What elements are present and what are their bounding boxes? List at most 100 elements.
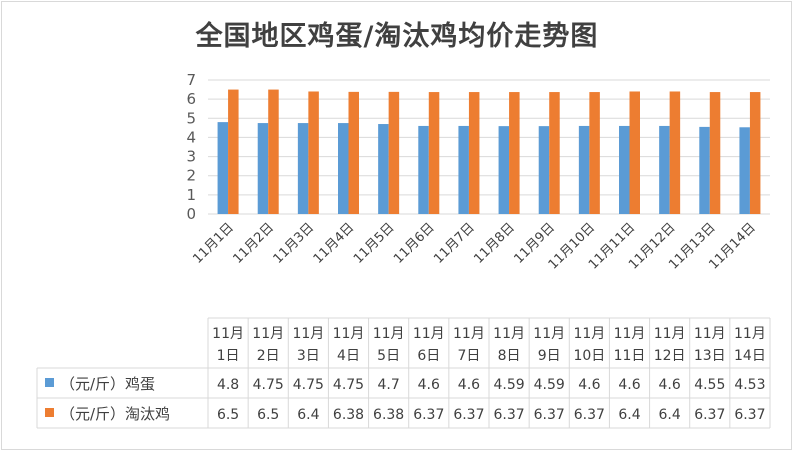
table-header-line1: 11月 [533,326,565,342]
table-header-line1: 11月 [373,326,405,342]
x-tick-label: 11月1日 [190,220,237,267]
bar-egg [659,125,670,214]
table-cell-value: 6.37 [493,407,524,423]
bar-hen [268,89,279,214]
bar-egg [297,123,309,214]
table-cell-value: 4.75 [293,377,324,393]
bar-egg [538,126,550,214]
table-cell-value: 6.5 [217,407,239,423]
table-cell-value: 4.59 [493,377,524,393]
table-cell-value: 4.55 [694,377,725,393]
table-header-line2: 10日 [573,348,605,364]
table-header-line2: 12日 [654,348,686,364]
bar-hen [348,91,359,214]
table-cell-value: 4.6 [458,377,480,393]
table-header-line1: 11月 [573,326,605,342]
table-cell-value: 4.8 [217,377,239,393]
bar-egg [257,123,269,214]
bar-hen [589,92,600,214]
table-header-line1: 11月 [333,326,365,342]
bar-hen [468,92,480,214]
table-cell-value: 4.6 [618,377,640,393]
x-tick-label: 11月3日 [271,220,318,267]
table-cell-value: 4.75 [333,377,364,393]
table-cell-value: 6.37 [694,407,725,423]
table-header-line1: 11月 [614,326,646,342]
bar-egg [739,127,750,214]
x-tick-label: 11月5日 [351,220,398,267]
table-cell-value: 4.6 [578,377,600,393]
legend-label: （元/斤）淘汰鸡 [60,405,170,423]
table-header-line2: 7日 [457,348,480,364]
table-header-line2: 14日 [734,348,766,364]
table-header-line2: 4日 [337,348,360,364]
table-header-line1: 11月 [413,326,445,342]
table-header-line1: 11月 [252,326,284,342]
bar-egg [699,126,710,214]
table-cell-value: 6.37 [413,407,444,423]
bar-hen [709,92,721,214]
table-header-line2: 13日 [694,348,726,364]
table-cell-value: 6.4 [618,407,640,423]
table-cell-value: 6.38 [333,407,364,423]
legend-label: （元/斤）鸡蛋 [60,375,155,393]
x-tick-label: 11月2日 [230,220,277,267]
table-cell-value: 6.38 [373,407,404,423]
x-tick-label: 11月7日 [431,220,478,267]
table-cell-value: 4.6 [418,377,440,393]
table-header-line2: 8日 [498,348,521,364]
table-cell-value: 4.7 [378,377,400,393]
y-tick-label: 0 [186,205,196,223]
table-header-line2: 2日 [257,348,280,364]
table-cell-value: 6.37 [734,407,765,423]
bar-egg [458,125,469,214]
bar-hen [669,91,681,214]
bar-hen [388,91,400,214]
bar-hen [228,89,239,214]
bar-egg [378,124,389,214]
table-cell-value: 4.75 [253,377,284,393]
bar-egg [619,125,630,214]
bar-egg [418,125,429,214]
y-tick-label: 6 [186,90,196,108]
bar-hen [308,91,319,214]
table-header-line2: 5日 [377,348,400,364]
table-header-line2: 11日 [614,348,646,364]
table-cell-value: 6.37 [534,407,565,423]
bar-hen [749,92,761,214]
y-tick-label: 5 [186,109,196,127]
bar-hen [629,91,640,214]
table-header-line1: 11月 [453,326,485,342]
table-header-line2: 3日 [297,348,320,364]
bar-egg [217,122,229,214]
table-header-line2: 9日 [538,348,561,364]
table-header-line1: 11月 [734,326,766,342]
table-cell-value: 6.5 [257,407,279,423]
table-header-line2: 1日 [217,348,240,364]
legend-key-egg [45,378,54,387]
table-cell-value: 6.4 [659,407,681,423]
chart-title: 全国地区鸡蛋/淘汰鸡均价走势图 [195,21,599,52]
bar-hen [549,92,560,214]
x-tick-label: 11月6日 [391,220,438,267]
x-tick-label: 11月8日 [471,220,518,267]
x-tick-label: 11月4日 [311,220,358,267]
table-cell-value: 6.37 [453,407,484,423]
table-header-line2: 6日 [417,348,440,364]
table-cell-value: 4.6 [659,377,681,393]
legend-key-hen [45,408,54,417]
table-header-line1: 11月 [493,326,525,342]
bar-egg [578,125,590,214]
table-cell-value: 6.4 [297,407,319,423]
table-header-line1: 11月 [654,326,686,342]
table-header-line1: 11月 [212,326,244,342]
table-header-line1: 11月 [694,326,726,342]
y-tick-label: 2 [186,167,196,185]
table-header-line1: 11月 [292,326,324,342]
y-tick-label: 4 [186,128,196,146]
bar-hen [428,92,440,214]
table-cell-value: 4.59 [534,377,565,393]
bar-hen [509,92,520,214]
